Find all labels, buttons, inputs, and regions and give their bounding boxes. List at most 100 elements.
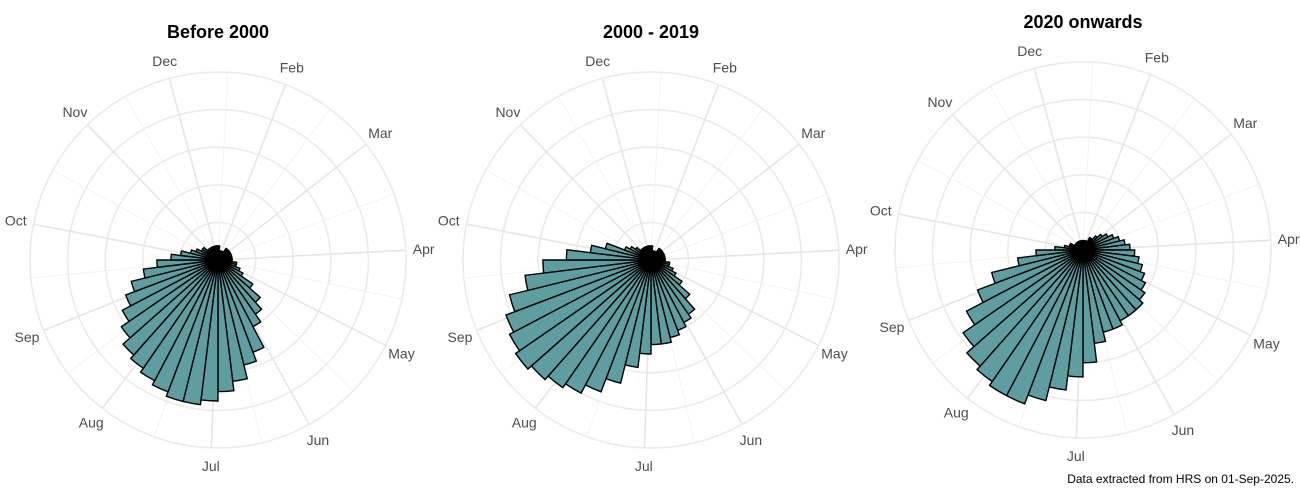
- grid-spoke-minor: [650, 108, 764, 261]
- month-label-aug: Aug: [79, 414, 104, 430]
- month-label-feb: Feb: [713, 60, 737, 76]
- polar-bar: [965, 249, 1084, 368]
- grid-spoke-minor: [217, 193, 395, 261]
- polar-bar: [542, 259, 652, 274]
- month-label-jul: Jul: [635, 458, 653, 474]
- grid-spoke-minor: [650, 72, 662, 261]
- month-label-mar: Mar: [368, 125, 392, 141]
- grid-ring: [537, 146, 765, 374]
- polar-bar: [990, 249, 1084, 285]
- polar-bar: [215, 245, 219, 261]
- polar-bar: [139, 259, 219, 382]
- month-label-mar: Mar: [1233, 115, 1257, 131]
- panel-title: 2020 onwards: [1023, 12, 1142, 32]
- polar-bar: [976, 249, 1084, 383]
- month-label-apr: Apr: [413, 241, 435, 257]
- polar-bar: [962, 249, 1084, 348]
- polar-bar: [129, 259, 219, 370]
- month-label-jun: Jun: [1172, 422, 1195, 438]
- panel-title: Before 2000: [167, 22, 269, 42]
- grid-ring: [29, 71, 407, 449]
- polar-bar: [648, 245, 652, 261]
- month-label-mar: Mar: [801, 125, 825, 141]
- month-label-may: May: [388, 346, 414, 362]
- polar-bar: [1016, 249, 1084, 267]
- polar-bar: [1081, 239, 1084, 251]
- month-label-dec: Dec: [585, 53, 610, 69]
- month-label-feb: Feb: [280, 60, 304, 76]
- grid-ring: [462, 71, 840, 449]
- month-label-jul: Jul: [202, 458, 220, 474]
- polar-bar: [151, 259, 219, 393]
- grid-spoke: [519, 124, 652, 261]
- month-label-jun: Jun: [307, 432, 330, 448]
- polar-bar: [130, 259, 219, 293]
- grid-spoke-minor: [558, 96, 652, 261]
- grid-spoke-minor: [217, 72, 229, 261]
- month-label-sep: Sep: [448, 329, 473, 345]
- grid-spoke: [1082, 74, 1152, 251]
- month-label-sep: Sep: [880, 319, 905, 335]
- polar-bar: [965, 249, 1084, 326]
- month-label-oct: Oct: [5, 213, 27, 229]
- month-label-nov: Nov: [495, 104, 520, 120]
- grid-spoke: [168, 78, 219, 261]
- grid-spoke-minor: [485, 169, 652, 261]
- polar-bar: [142, 259, 219, 279]
- grid-spoke-minor: [650, 193, 828, 261]
- grid-spoke: [86, 124, 219, 261]
- polar-bar: [988, 249, 1084, 397]
- grid-spoke: [217, 143, 367, 261]
- grid-spoke-minor: [217, 108, 331, 261]
- polar-bar: [120, 259, 219, 339]
- grid-spoke-minor: [1082, 98, 1196, 251]
- month-label-may: May: [821, 346, 847, 362]
- grid-spoke: [601, 78, 652, 261]
- month-label-dec: Dec: [152, 53, 177, 69]
- month-label-jun: Jun: [740, 432, 763, 448]
- grid-spoke: [650, 143, 800, 261]
- grid-ring: [931, 98, 1235, 402]
- grid-spoke: [1082, 133, 1232, 251]
- grid-spoke: [951, 114, 1084, 251]
- grid-spoke-minor: [650, 259, 835, 300]
- polar-bar: [505, 259, 652, 334]
- polar-bar: [976, 249, 1084, 304]
- month-label-sep: Sep: [15, 329, 40, 345]
- grid-spoke: [650, 84, 720, 261]
- month-label-aug: Aug: [512, 414, 537, 430]
- polar-bar: [524, 259, 652, 292]
- polar-bar: [122, 259, 219, 356]
- polar-panel-3: Dec Feb Mar Apr May Jun Jul Aug Sep Oct Nov 2020 on…: [870, 12, 1300, 464]
- grid-spoke-minor: [1082, 62, 1094, 251]
- panel-title: 2000 - 2019: [603, 22, 699, 42]
- month-label-jul: Jul: [1067, 448, 1085, 464]
- grid-spoke: [650, 259, 819, 347]
- month-label-nov: Nov: [927, 94, 952, 110]
- polar-bar: [121, 259, 219, 323]
- grid-ring: [66, 108, 370, 412]
- month-label-dec: Dec: [1017, 43, 1042, 59]
- grid-spoke: [217, 84, 287, 261]
- grid-spoke: [898, 213, 1084, 251]
- grid-spoke: [217, 259, 386, 347]
- polar-bar: [508, 259, 652, 352]
- month-label-feb: Feb: [1145, 50, 1169, 66]
- grid-spoke-minor: [990, 86, 1084, 251]
- month-label-apr: Apr: [1278, 231, 1300, 247]
- month-label-apr: Apr: [846, 241, 868, 257]
- month-label-aug: Aug: [944, 404, 969, 420]
- polar-bar: [124, 259, 219, 307]
- grid-ring: [499, 108, 803, 412]
- grid-ring: [894, 61, 1272, 439]
- grid-spoke-minor: [52, 169, 219, 261]
- grid-spoke-minor: [125, 96, 219, 261]
- month-label-oct: Oct: [438, 213, 460, 229]
- polar-bar: [514, 259, 652, 371]
- data-source-caption: Data extracted from HRS on 01-Sep-2025.: [1067, 472, 1294, 486]
- polar-bar: [508, 259, 652, 313]
- month-label-nov: Nov: [62, 104, 87, 120]
- polar-bar: [1035, 249, 1084, 257]
- polar-panel-1: Dec Feb Mar Apr May Jun Jul Aug Sep Oct Nov Before …: [5, 22, 435, 474]
- grid-spoke-minor: [917, 159, 1084, 251]
